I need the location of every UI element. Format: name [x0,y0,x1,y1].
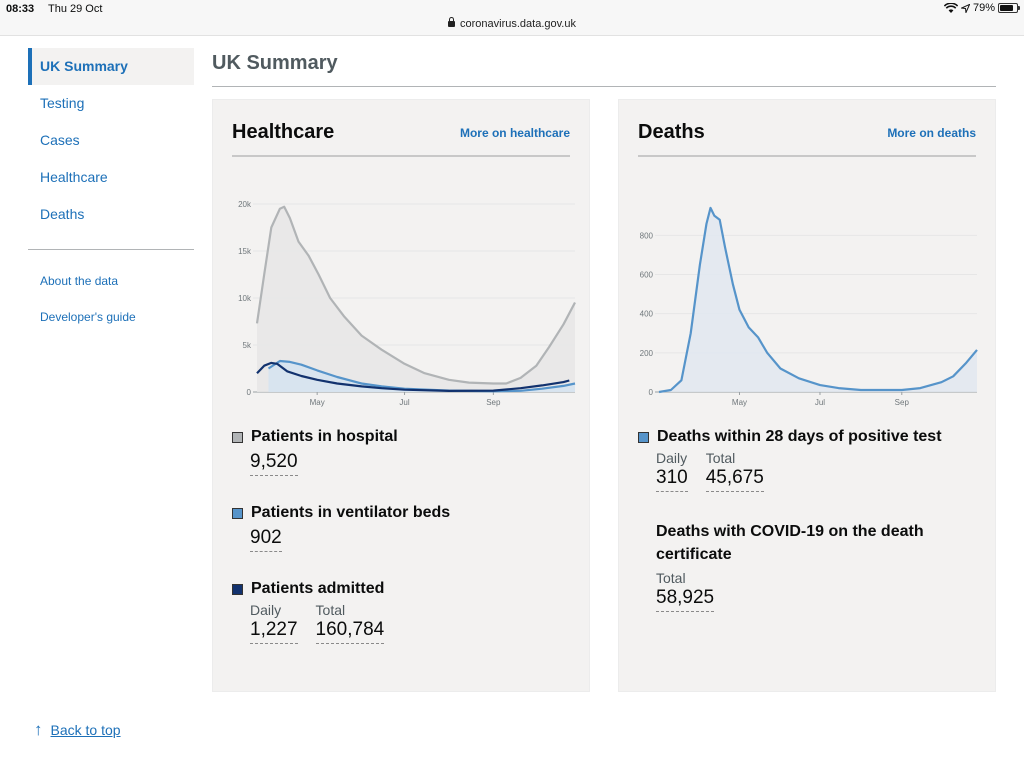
certificate-total-label: Total [656,570,686,586]
healthcare-chart-y-tick-label: 5k [243,341,252,350]
deaths-chart: 0 200 400 600 800 May Jul Sep [640,206,978,407]
address-bar[interactable]: coronavirus.data.gov.uk [0,17,1024,30]
ventilator-legend-swatch [232,507,243,519]
deaths-legend-swatch [638,431,649,443]
metric-deaths-with-covid-on-certificate: Deaths with COVID-19 on the death certif… [638,520,976,612]
metric-name: Patients admitted [251,580,385,597]
battery-icon [998,3,1020,13]
admitted-daily-label: Daily [250,602,282,618]
battery-percent: 79% [972,2,995,14]
deaths-card-header: Deaths More on deaths [638,120,976,157]
healthcare-card: Healthcare More on healthcare 0 5k 10k 15k 2… [212,99,590,692]
metric-name: Deaths within 28 days of positive test [657,428,942,445]
wifi-icon [943,2,958,13]
admitted-daily-value[interactable]: 1,227 [250,618,298,644]
address-url: coronavirus.data.gov.uk [460,18,576,30]
sidebar-divider [28,249,194,250]
deaths-chart-x-tick-label: May [732,398,747,407]
hospital-legend-swatch [232,431,243,443]
battery-fill [1000,5,1013,11]
page-title: UK Summary [212,52,338,74]
healthcare-card-header: Healthcare More on healthcare [232,120,570,157]
metric-deaths-within-28-days: Deaths within 28 days of positive test D… [638,428,976,492]
metric-patients-admitted: Patients admitted Daily 1,227 Total 160,78… [232,580,570,644]
metric-name: Deaths with COVID-19 on the death certif… [656,523,924,563]
sidebar-item-about-the-data[interactable]: About the data [40,274,119,288]
healthcare-chart-y-tick-label: 10k [238,294,252,303]
ventilator-value[interactable]: 902 [250,526,282,552]
healthcare-chart: 0 5k 10k 15k 20k May Jul Sep [238,200,576,407]
sidebar-item-healthcare[interactable]: Healthcare [40,169,108,185]
deaths-chart-deaths-area [659,207,977,392]
title-divider [212,86,996,87]
status-indicators: 79% [943,2,1020,14]
sidebar-item-testing[interactable]: Testing [40,95,85,111]
healthcare-chart-x-tick-label: Sep [486,398,501,407]
admitted-legend-swatch [232,583,243,595]
metric-patients-in-hospital: Patients in hospital 9,520 [232,428,570,476]
back-to-top-label: Back to top [50,722,121,738]
deaths-chart-y-tick-label: 800 [640,231,654,240]
back-to-top-link[interactable]: ↑ Back to top [34,720,121,740]
more-on-healthcare-link[interactable]: More on healthcare [459,126,570,140]
status-date: Thu 29 Oct [48,3,103,15]
healthcare-title: Healthcare [232,121,335,143]
more-on-deaths-link[interactable]: More on deaths [887,126,976,140]
healthcare-chart-x-tick-label: Jul [399,398,409,407]
status-bar: 08:33 Thu 29 Oct coronavirus.data.gov.uk… [0,0,1024,36]
arrow-up-icon: ↑ [34,720,43,739]
healthcare-chart-admitted-line [256,361,570,392]
healthcare-chart-y-tick-label: 15k [238,247,252,256]
admitted-total-value[interactable]: 160,784 [315,618,385,644]
sidebar-item-deaths[interactable]: Deaths [40,206,85,222]
deaths-total-label: Total [705,450,736,466]
healthcare-chart-y-tick-label: 0 [247,388,252,397]
metric-patients-in-ventilator-beds: Patients in ventilator beds 902 [232,504,570,552]
healthcare-chart-ventilator-line [267,359,576,393]
deaths-daily-value[interactable]: 310 [656,466,688,492]
admitted-total-label: Total [315,602,346,618]
deaths-chart-y-tick-label: 200 [640,349,654,358]
metric-name: Patients in ventilator beds [251,504,451,521]
deaths-chart-x-tick-label: Sep [895,398,910,407]
deaths-chart-y-tick-label: 400 [640,310,654,319]
deaths-chart-y-tick-label: 600 [640,271,654,280]
deaths-daily-label: Daily [656,450,688,466]
healthcare-chart-y-tick-label: 20k [238,200,252,209]
deaths-chart-x-tick-label: Jul [815,398,825,407]
metric-name: Patients in hospital [251,428,398,445]
sidebar-item-uk-summary[interactable]: UK Summary [28,48,194,85]
deaths-title: Deaths [638,121,705,143]
deaths-chart-deaths-line [658,206,978,394]
lock-icon [448,17,455,27]
certificate-total-value[interactable]: 58,925 [656,586,715,612]
healthcare-chart-hospital-line [255,205,576,385]
deaths-total-value[interactable]: 45,675 [705,466,764,492]
status-time: 08:33 [6,3,35,15]
location-arrow-icon [960,3,970,13]
healthcare-chart-hospital-area [257,206,575,392]
deaths-card: Deaths More on deaths 0 200 400 600 800 May Ju… [618,99,996,692]
sidebar-item-cases[interactable]: Cases [40,132,80,148]
deaths-chart-y-tick-label: 0 [649,388,654,397]
sidebar-item-developers-guide[interactable]: Developer's guide [40,310,136,324]
sidebar-nav: UK Summary Testing Cases Healthcare Deat… [28,48,194,338]
healthcare-chart-x-tick-label: May [310,398,325,407]
hospital-value[interactable]: 9,520 [250,450,298,476]
